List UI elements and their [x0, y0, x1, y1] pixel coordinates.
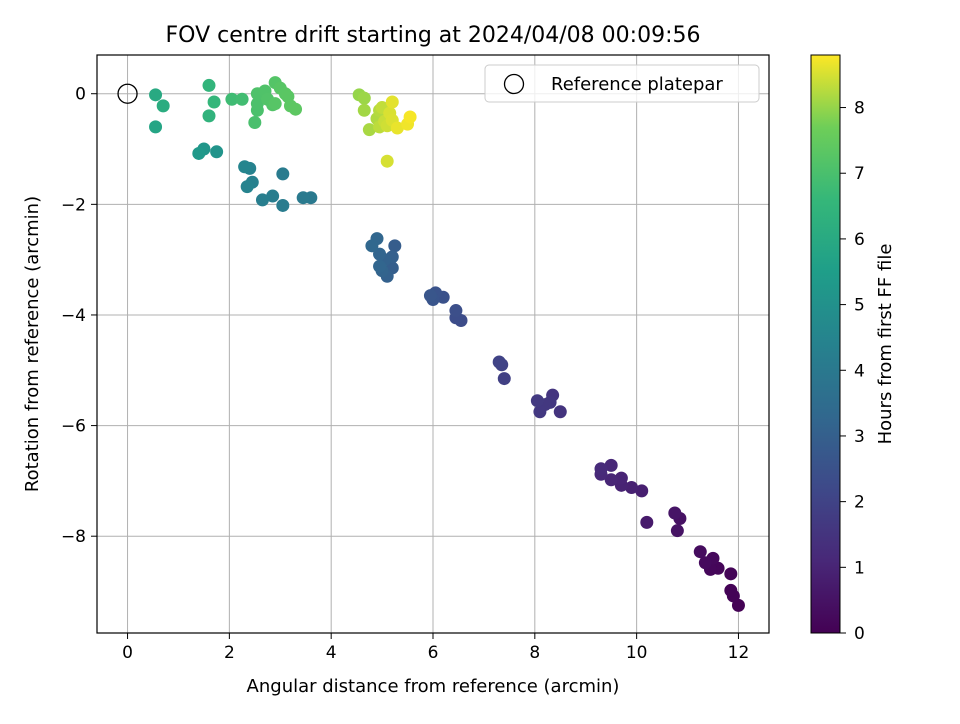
data-point [594, 462, 608, 476]
data-point [266, 189, 280, 203]
reference-platepar-marker [117, 83, 138, 104]
data-point [357, 91, 371, 105]
data-point [553, 405, 567, 419]
data-point [390, 121, 404, 135]
data-point [668, 506, 682, 520]
x-axis-label: Angular distance from reference (arcmin) [247, 676, 620, 697]
y-axis-ticks: 0 −2 −4 −6 −8 [61, 85, 97, 547]
colorbar-ticks: 0 1 2 3 4 5 6 7 8 [840, 99, 865, 644]
data-point [149, 88, 163, 102]
colorbar-gradient [810, 54, 841, 634]
data-point [373, 259, 387, 273]
legend-box [484, 64, 760, 103]
data-point [202, 78, 216, 92]
data-point [449, 304, 463, 318]
x-tick-label: 8 [529, 643, 540, 663]
data-point [492, 355, 506, 369]
data-point [423, 289, 437, 303]
colorbar-tick-label: 0 [854, 624, 865, 644]
data-point [530, 394, 544, 408]
data-point [373, 247, 387, 261]
reference-marker-group [117, 83, 138, 104]
data-point [202, 109, 216, 123]
x-axis-ticks: 0 2 4 6 8 10 12 [122, 633, 749, 663]
data-point [250, 97, 264, 111]
data-point [385, 95, 399, 109]
x-tick-label: 2 [224, 643, 235, 663]
x-tick-label: 10 [626, 643, 648, 663]
data-point [365, 239, 379, 253]
data-point [362, 123, 376, 137]
y-axis-label: Rotation from reference (arcmin) [22, 196, 43, 492]
colorbar-tick-label: 7 [854, 164, 865, 184]
y-tick-label: 0 [75, 85, 86, 105]
legend-label: Reference platepar [551, 74, 723, 95]
grid-lines [97, 55, 769, 633]
data-point [156, 99, 170, 113]
data-point [255, 193, 269, 207]
colorbar-label: Hours from first FF file [875, 244, 896, 445]
data-point [403, 110, 417, 124]
data-point [296, 191, 310, 205]
data-point [149, 120, 163, 134]
data-point [276, 198, 290, 212]
data-point [614, 471, 628, 485]
y-tick-label: −4 [61, 306, 86, 326]
data-point [724, 567, 738, 581]
data-point [276, 167, 290, 181]
legend: Reference platepar [484, 64, 760, 103]
data-point [268, 97, 282, 111]
x-tick-label: 6 [428, 643, 439, 663]
data-point [670, 524, 684, 538]
data-point [248, 115, 262, 129]
x-tick-label: 4 [326, 643, 337, 663]
colorbar-tick-label: 2 [854, 493, 865, 513]
data-point [240, 180, 254, 194]
data-point [635, 484, 649, 498]
colorbar-tick-label: 6 [854, 230, 865, 250]
data-point [625, 481, 639, 495]
data-point [693, 545, 707, 559]
data-point [724, 583, 738, 597]
y-tick-label: −6 [61, 417, 86, 437]
data-point [698, 556, 712, 570]
y-tick-label: −8 [61, 527, 86, 547]
data-point [210, 145, 224, 159]
colorbar-tick-label: 8 [854, 99, 865, 119]
data-point [357, 103, 371, 117]
x-tick-label: 12 [728, 643, 750, 663]
data-point [380, 154, 394, 168]
data-point [289, 102, 303, 116]
data-point [640, 515, 654, 529]
y-tick-label: −2 [61, 195, 86, 215]
legend-marker-icon [503, 73, 525, 95]
colorbar-tick-label: 1 [854, 558, 865, 578]
data-point [388, 239, 402, 253]
data-point [238, 160, 252, 174]
colorbar: 0 1 2 3 4 5 6 7 8 Hours from first FF file [810, 54, 896, 644]
x-tick-label: 0 [122, 643, 133, 663]
data-point [497, 372, 511, 386]
data-point [533, 405, 547, 419]
colorbar-tick-label: 5 [854, 296, 865, 316]
data-point [235, 92, 249, 106]
colorbar-tick-label: 4 [854, 361, 865, 381]
data-point [604, 458, 618, 472]
chart-title: FOV centre drift starting at 2024/04/08 … [166, 23, 701, 48]
data-point [225, 92, 239, 106]
data-points [149, 76, 745, 612]
data-point [207, 95, 221, 109]
data-point [604, 473, 618, 487]
colorbar-tick-label: 3 [854, 427, 865, 447]
data-point [192, 146, 206, 160]
